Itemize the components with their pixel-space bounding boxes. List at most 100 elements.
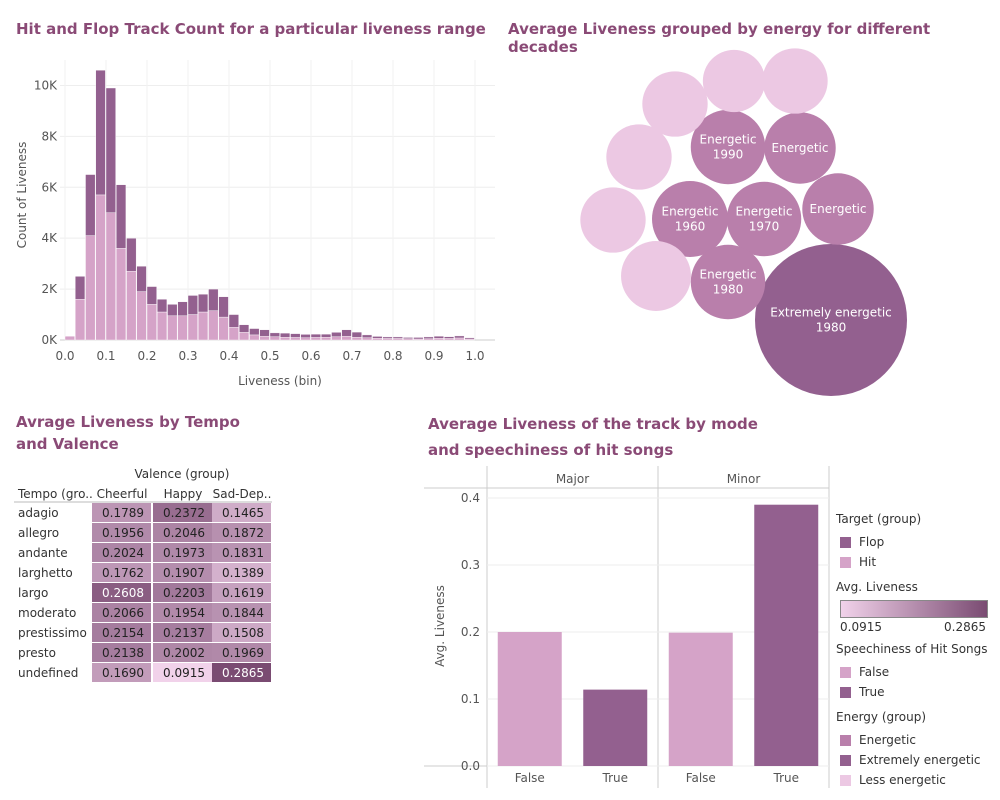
bar — [497, 632, 562, 766]
hit-bar — [187, 314, 198, 341]
legend-item-less-energetic[interactable]: Less energetic — [836, 770, 996, 790]
y-axis-label: Avg. Liveness — [433, 585, 447, 667]
flop-bar — [228, 314, 239, 328]
heatmap-cell — [92, 583, 151, 602]
panel-label: Major — [556, 472, 589, 486]
hit-bar — [126, 271, 137, 341]
flop-bar — [136, 265, 147, 292]
flop-bar — [208, 288, 219, 311]
bubble — [652, 181, 728, 257]
hit-bar — [239, 332, 250, 341]
legend-item-hit[interactable]: Hit — [836, 552, 996, 572]
flop-bar — [167, 304, 178, 317]
bubble — [755, 244, 907, 396]
row-label: undefined — [18, 666, 78, 680]
heatmap-cell — [153, 563, 212, 582]
flop-bar — [259, 329, 270, 337]
flop-bar — [382, 336, 393, 339]
gradient-max-label: 0.2865 — [944, 620, 986, 634]
legend-item-true[interactable]: True — [836, 682, 996, 702]
legend-item-false[interactable]: False — [836, 662, 996, 682]
cell-value: 0.2865 — [222, 666, 264, 680]
row-label: moderato — [18, 606, 76, 620]
heatmap-cell — [153, 603, 212, 622]
bubble-label: Energetic — [700, 133, 757, 147]
extremely-energetic-swatch — [840, 754, 851, 766]
cell-value: 0.2203 — [163, 586, 205, 600]
heatmap-cell — [92, 623, 151, 642]
legend-liveness-title: Avg. Liveness — [836, 580, 918, 594]
flop-bar — [392, 336, 403, 339]
column-group-label: Valence (group) — [135, 467, 230, 481]
cell-value: 0.1389 — [222, 566, 264, 580]
energetic-swatch — [840, 734, 851, 746]
bubble-label: Energetic — [736, 205, 793, 219]
x-tick-label: 0.3 — [178, 349, 197, 363]
hit-bar — [290, 337, 301, 341]
legend-item-flop[interactable]: Flop — [836, 532, 996, 552]
cell-value: 0.2154 — [102, 626, 144, 640]
cell-value: 0.2608 — [102, 586, 144, 600]
y-tick-label: 4K — [41, 231, 58, 245]
bubble-label: 1970 — [749, 220, 780, 234]
heatmap-cell — [153, 643, 212, 662]
hit-bar — [198, 311, 209, 341]
flop-bar — [249, 328, 260, 336]
hit-bar — [351, 337, 362, 341]
cell-value: 0.1973 — [163, 546, 205, 560]
hit-bar — [259, 335, 270, 341]
legend-energetic-label: Energetic — [859, 733, 916, 747]
heatmap-cell — [92, 523, 151, 542]
legend-energy: Energy (group) Energetic Extremely energ… — [836, 710, 996, 790]
cell-value: 0.1844 — [222, 606, 264, 620]
row-label: prestissimo — [18, 626, 87, 640]
x-tick-label: True — [773, 771, 800, 785]
flop-swatch — [840, 536, 851, 548]
y-tick-label: 0.4 — [461, 491, 480, 505]
cell-value: 0.1954 — [163, 606, 205, 620]
bubble-label: Energetic — [700, 268, 757, 282]
y-tick-label: 2K — [41, 282, 58, 296]
flop-bar — [187, 295, 198, 315]
legend-false-label: False — [859, 665, 890, 679]
flop-bar — [413, 337, 424, 340]
bar — [668, 632, 733, 766]
bubble — [606, 124, 672, 190]
legend-item-extremely-energetic[interactable]: Extremely energetic — [836, 750, 996, 770]
hit-bar — [444, 338, 455, 341]
heatmap-cell — [212, 583, 271, 602]
bubble-label: 1980 — [713, 283, 744, 297]
heatmap-table: Valence (group) Tempo (gro.. Cheerful Happy… — [14, 467, 272, 682]
heatmap-cell — [92, 503, 151, 522]
bubble-label: Energetic — [662, 205, 719, 219]
hit-bar — [85, 235, 96, 341]
x-tick-label: 0.4 — [219, 349, 238, 363]
bubble-label: 1980 — [816, 321, 847, 335]
x-tick-label: 0.2 — [137, 349, 156, 363]
bubble — [621, 241, 691, 311]
heatmap-cell — [92, 543, 151, 562]
hit-bar — [331, 336, 342, 341]
flop-bar — [126, 237, 137, 272]
flop-bar — [300, 334, 311, 338]
flop-bar — [290, 333, 301, 338]
heatmap-cell — [92, 643, 151, 662]
heatmap-cell — [153, 523, 212, 542]
hit-bar — [105, 212, 116, 341]
flop-bar — [403, 337, 414, 339]
y-tick-label: 6K — [41, 180, 58, 194]
flop-bar — [105, 87, 116, 213]
hit-bar — [64, 335, 75, 341]
y-tick-label: 0.0 — [461, 759, 480, 773]
hit-swatch — [840, 556, 851, 568]
x-tick-label: 0.8 — [383, 349, 402, 363]
heatmap-cell — [153, 663, 212, 682]
flop-bar — [95, 69, 106, 196]
legend-item-energetic[interactable]: Energetic — [836, 730, 996, 750]
row-label: larghetto — [18, 566, 73, 580]
y-tick-label: 8K — [41, 129, 58, 143]
hit-bar — [136, 291, 147, 341]
heatmap-cell — [212, 623, 271, 642]
cell-value: 0.1690 — [102, 666, 144, 680]
flop-bar — [321, 333, 332, 338]
